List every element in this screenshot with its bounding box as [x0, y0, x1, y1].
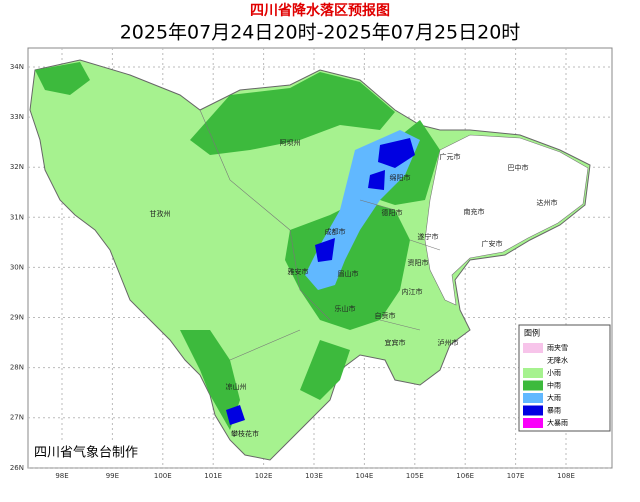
- place-label: 德阳市: [382, 208, 403, 217]
- lon-label: 100E: [154, 472, 172, 480]
- place-label: 绵阳市: [390, 173, 411, 182]
- place-label: 资阳市: [408, 258, 429, 267]
- lat-label: 32N: [10, 163, 24, 171]
- place-label: 自贡市: [375, 311, 396, 320]
- place-label: 成都市: [325, 227, 346, 236]
- legend-label: 大雨: [547, 393, 561, 402]
- place-label: 内江市: [402, 287, 423, 296]
- place-label: 雅安市: [288, 267, 309, 276]
- lon-label: 104E: [356, 472, 374, 480]
- legend-swatch: [523, 393, 543, 403]
- lon-label: 102E: [255, 472, 273, 480]
- place-label: 南充市: [464, 207, 485, 216]
- lat-label: 30N: [10, 263, 24, 271]
- lon-label: 106E: [456, 472, 474, 480]
- lon-label: 105E: [406, 472, 424, 480]
- legend-swatch: [522, 355, 544, 366]
- lon-label: 98E: [55, 472, 68, 480]
- map-subtitle: 2025年07月24日20时-2025年07月25日20时: [120, 22, 521, 44]
- lon-label: 107E: [507, 472, 525, 480]
- lat-label: 28N: [10, 364, 24, 372]
- place-label: 遂宁市: [418, 232, 439, 241]
- credit: 四川省气象台制作: [34, 445, 138, 461]
- lat-label: 27N: [10, 414, 24, 422]
- place-label: 泸州市: [438, 338, 459, 347]
- lon-label: 103E: [305, 472, 323, 480]
- legend-label: 大暴雨: [547, 418, 568, 427]
- place-label: 达州市: [537, 198, 558, 207]
- lat-label: 29N: [10, 314, 24, 322]
- legend-label: 雨夹雪: [547, 343, 568, 352]
- place-label: 广安市: [482, 239, 503, 248]
- province-area: [29, 59, 591, 461]
- lat-label: 26N: [10, 464, 24, 472]
- legend-label: 无降水: [547, 356, 568, 365]
- place-label: 乐山市: [335, 304, 356, 313]
- place-label: 阿坝州: [280, 138, 301, 147]
- legend-swatch: [523, 418, 543, 428]
- legend-label: 中雨: [547, 381, 561, 390]
- lat-label: 34N: [10, 63, 24, 71]
- credit-box: [30, 440, 160, 466]
- place-label: 巴中市: [508, 163, 529, 172]
- place-label: 攀枝花市: [231, 429, 259, 438]
- legend-swatch: [523, 405, 543, 416]
- map-title: 四川省降水落区预报图: [250, 2, 390, 19]
- place-label: 甘孜州: [150, 209, 171, 218]
- lat-label: 31N: [10, 213, 24, 221]
- place-label: 凉山州: [226, 382, 247, 391]
- legend-label: 暴雨: [547, 407, 561, 415]
- legend-swatch: [523, 380, 543, 391]
- legend-swatch: [523, 368, 543, 378]
- legend-swatch: [523, 343, 543, 353]
- place-label: 广元市: [440, 152, 461, 161]
- lon-label: 108E: [557, 472, 575, 480]
- lon-label: 101E: [204, 472, 222, 480]
- place-label: 宜宾市: [385, 338, 406, 347]
- lon-label: 99E: [106, 472, 119, 480]
- place-label: 眉山市: [338, 269, 359, 278]
- legend-label: 小雨: [547, 368, 561, 377]
- legend-title: 图例: [524, 328, 540, 338]
- lat-label: 33N: [10, 113, 24, 121]
